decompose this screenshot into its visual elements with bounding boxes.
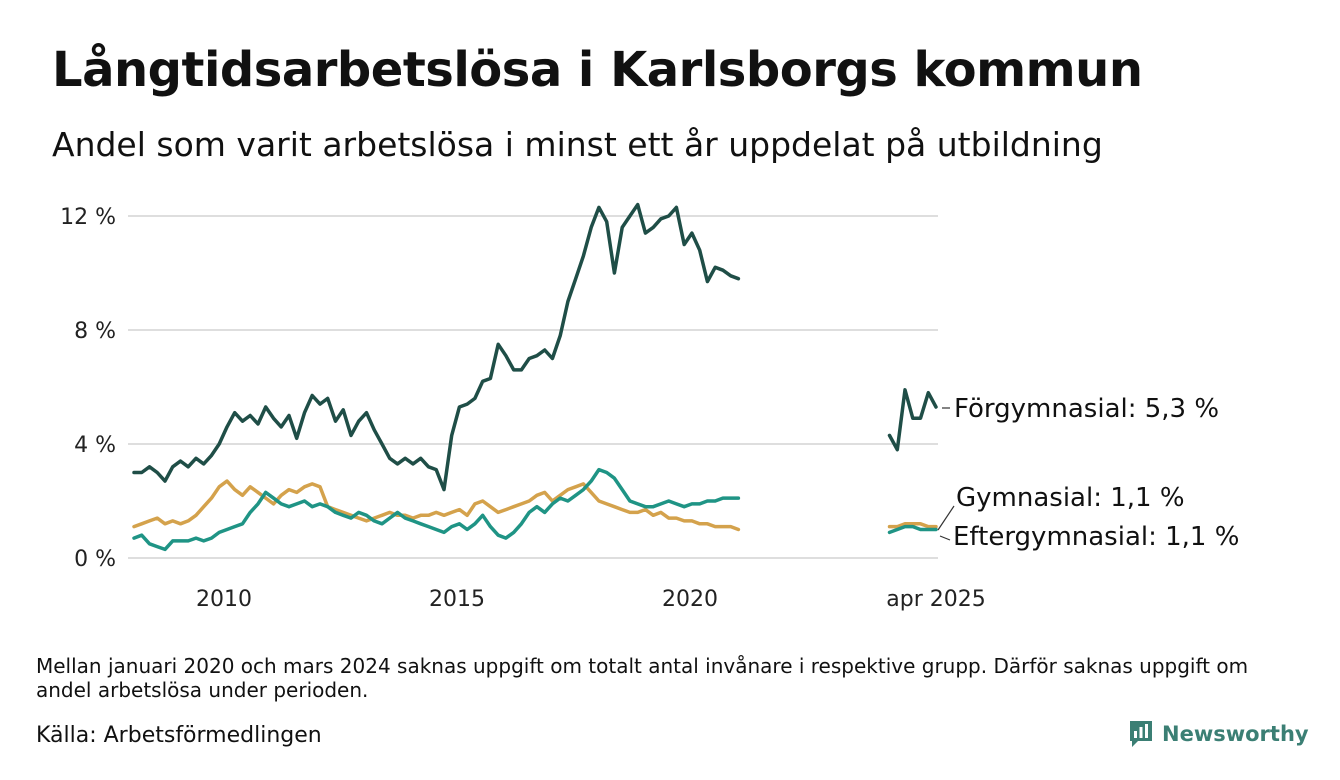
x-tick-label: apr 2025: [886, 587, 985, 612]
series-line-eftergymnasial: [132, 467, 741, 552]
series-label-gymnasial: Gymnasial: 1,1 %: [956, 483, 1185, 513]
leader-line: [937, 505, 955, 531]
source-text: Källa: Arbetsförmedlingen: [36, 723, 322, 748]
chart-subtitle: Andel som varit arbetslösa i minst ett å…: [52, 125, 1103, 164]
y-tick-label: 0 %: [74, 547, 116, 572]
brand-logo[interactable]: Newsworthy: [1128, 716, 1309, 752]
y-tick-label: 12 %: [60, 205, 116, 230]
series-label-eftergymnasial: Eftergymnasial: 1,1 %: [953, 522, 1239, 552]
x-tick-label: 2015: [429, 587, 485, 612]
series-label-förgymnasial: Förgymnasial: 5,3 %: [954, 394, 1219, 424]
y-tick-label: 4 %: [74, 433, 116, 458]
y-axis-ticks: 0 % 4 % 8 % 12 %: [60, 205, 116, 572]
y-tick-label: 8 %: [74, 319, 116, 344]
series-line-förgymnasial: [887, 388, 938, 452]
series-line-eftergymnasial: [887, 524, 938, 535]
gridlines: [128, 215, 938, 559]
brand-name: Newsworthy: [1162, 722, 1309, 746]
series-labels: Förgymnasial: 5,3 % Gymnasial: 1,1 % Efter…: [937, 394, 1239, 552]
line-chart: 0 % 4 % 8 % 12 % 2010 2015 2020 apr 2025 Förgy…: [60, 202, 1239, 612]
series-line-förgymnasial: [132, 202, 741, 492]
footnote: Mellan januari 2020 och mars 2024 saknas…: [36, 654, 1249, 702]
chart-title: Långtidsarbetslösa i Karlsborgs kommun: [52, 42, 1143, 98]
series-lines: [132, 202, 938, 552]
newsworthy-logo-icon: [1130, 721, 1152, 747]
series-line-gymnasial: [887, 522, 938, 529]
series-line-gymnasial: [132, 479, 741, 532]
leader-line: [939, 535, 951, 541]
x-axis-ticks: 2010 2015 2020 apr 2025: [196, 587, 986, 612]
x-tick-label: 2020: [662, 587, 718, 612]
x-tick-label: 2010: [196, 587, 252, 612]
